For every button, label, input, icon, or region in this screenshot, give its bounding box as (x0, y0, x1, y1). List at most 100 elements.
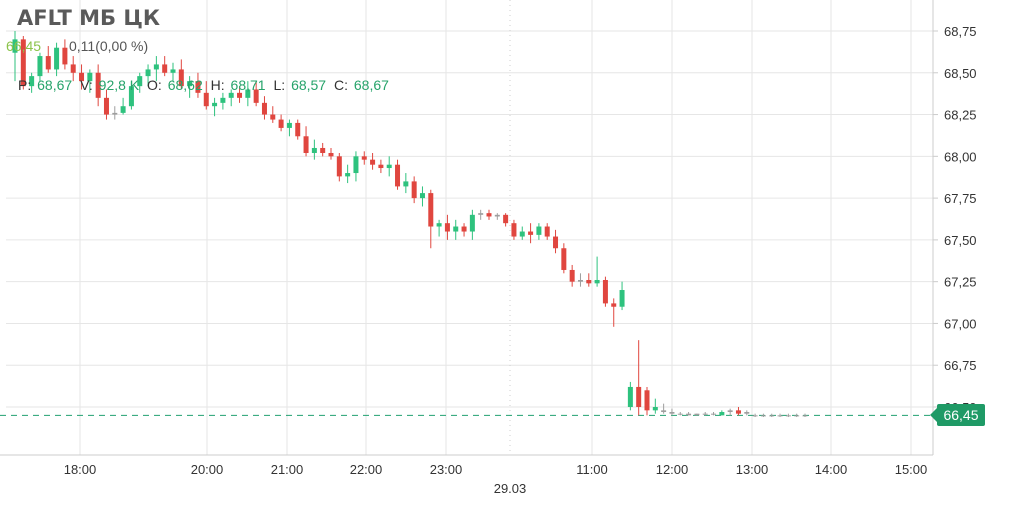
candle-body (453, 226, 459, 232)
candle-body (253, 89, 259, 103)
x-tick-label: 11:00 (576, 462, 608, 477)
candle-body (303, 136, 309, 153)
candle-body (644, 390, 650, 411)
x-tick-label: 14:00 (815, 462, 848, 477)
chart-title: AFLT МБ ЦК (17, 6, 161, 30)
candle-body (411, 181, 417, 199)
candle-body (702, 413, 708, 415)
candle-body (395, 164, 401, 187)
candle-body (677, 413, 683, 415)
candle-body (735, 410, 741, 414)
candle-body (478, 213, 484, 215)
candle-body (29, 76, 35, 87)
candle-body (486, 213, 492, 217)
candle-body (511, 223, 517, 237)
x-tick-label: 18:00 (64, 462, 97, 477)
candle-body (436, 223, 442, 227)
x-tick-label: 21:00 (271, 462, 304, 477)
v-value: 92,8 K (98, 77, 140, 93)
candle-body (727, 410, 733, 413)
candle-body (270, 114, 276, 120)
candle-body (62, 47, 68, 65)
candle-body (602, 279, 608, 304)
ohlc-legend: P: 68,67 V: 92,8 K O: 68,62 H: 68,71 L: … (18, 77, 393, 93)
candle-body (245, 89, 251, 98)
candle-body (711, 413, 717, 415)
y-axis: 66,5066,7567,0067,2567,5067,7568,0068,25… (932, 0, 977, 455)
y-tick-label: 66,75 (944, 358, 977, 373)
candle-body (37, 56, 43, 77)
candle-body (20, 39, 26, 87)
candle-body (45, 56, 51, 70)
candle-body (553, 236, 559, 249)
candle-body (370, 159, 376, 165)
candle-body (719, 412, 725, 416)
candle-body (777, 415, 783, 417)
candle-body (419, 193, 425, 199)
candle-body (54, 47, 60, 70)
candle-body (12, 39, 18, 53)
p-value: 68,67 (37, 77, 73, 93)
candle-body (611, 303, 617, 307)
c-value: 68,67 (353, 77, 389, 93)
candle-body (137, 76, 143, 87)
candle-body (652, 407, 658, 411)
candle-body (178, 69, 184, 87)
candle-body (128, 86, 134, 107)
y-tick-label: 67,75 (944, 191, 977, 206)
current-price-tag: 66,45 (930, 404, 985, 427)
y-tick-label: 67,50 (944, 233, 977, 248)
candle-body (361, 156, 367, 160)
candle-body (577, 279, 583, 282)
o-value: 68,62 (167, 77, 203, 93)
candles (12, 31, 808, 418)
l-value: 68,57 (291, 77, 327, 93)
candle-body (403, 181, 409, 187)
p-label: P: (18, 77, 32, 93)
y-tick-label: 68,75 (944, 24, 977, 39)
candle-body (320, 147, 326, 153)
candle-body (528, 231, 534, 235)
candle-body (785, 415, 791, 417)
price-change: 0,11(0,00 %) (69, 38, 149, 54)
candle-body (444, 223, 450, 232)
candle-body (353, 156, 359, 174)
last-price: 66,45 (6, 38, 42, 54)
candle-body (70, 64, 76, 73)
candle-body (627, 386, 633, 407)
candle-body (503, 214, 509, 224)
candle-body (569, 269, 575, 282)
candle-body (203, 92, 209, 107)
candle-body (469, 214, 475, 232)
candle-body (752, 415, 758, 417)
candle-body (744, 412, 750, 414)
candle-body (237, 92, 243, 98)
candle-body (311, 147, 317, 153)
date-marker-label: 29.03 (494, 481, 527, 496)
candle-body (461, 226, 467, 232)
candle-body (220, 97, 226, 103)
candle-body (195, 81, 201, 93)
candle-body (87, 72, 93, 82)
candle-body (95, 72, 101, 98)
candle-body (261, 102, 267, 115)
candle-body (386, 164, 392, 169)
x-tick-label: 20:00 (191, 462, 224, 477)
h-label: H: (210, 77, 225, 93)
x-axis: 18:00 20:00 21:00 22:00 23:00 11:00 12:00 13:00… (0, 454, 933, 496)
candle-body (345, 173, 351, 177)
y-tick-label: 67,00 (944, 316, 977, 331)
candle-body (586, 279, 592, 284)
o-label: O: (147, 77, 162, 93)
candle-body (694, 413, 700, 416)
candle-body (336, 156, 342, 177)
candle-body (669, 412, 675, 414)
y-tick-label: 68,00 (944, 149, 977, 164)
candle-body (619, 290, 625, 307)
candle-body (112, 112, 118, 115)
l-label: L: (273, 77, 286, 93)
y-tick-label: 67,25 (944, 275, 977, 290)
candle-body (187, 81, 193, 87)
candle-body (79, 72, 85, 82)
